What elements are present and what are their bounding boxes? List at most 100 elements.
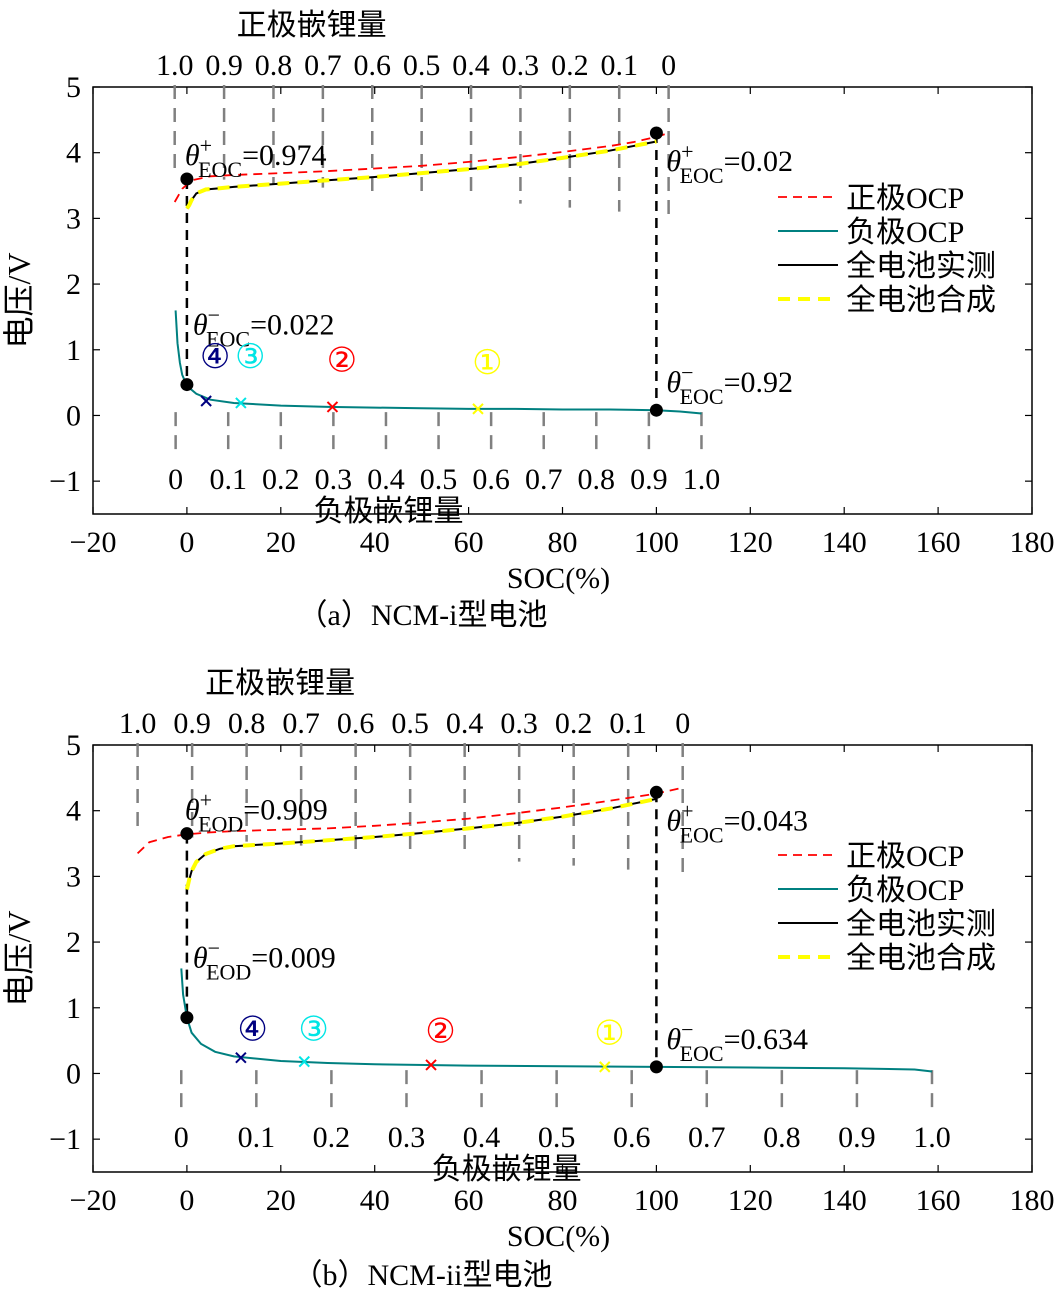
marker-cross [235, 1051, 247, 1064]
top-axis-tick-label: 1.0 [119, 707, 157, 740]
y-tick-label: 4 [66, 137, 81, 170]
y-tick-label: 5 [66, 71, 81, 104]
legend-label: 负极OCP [846, 216, 964, 249]
x-tick-label: 100 [634, 1184, 679, 1217]
bottom-axis-tick-label: 0.1 [238, 1121, 276, 1154]
marker-cross [200, 395, 212, 407]
top-axis-tick-label: 0 [675, 707, 690, 740]
key-point-label: θ+ EOC=0.02 [666, 139, 793, 188]
y-tick-label: 4 [66, 795, 81, 828]
top-axis-tick-label: 0.2 [551, 49, 589, 82]
x-tick-label: 160 [916, 526, 961, 559]
top-axis-title: 正极嵌锂量 [237, 9, 387, 42]
legend-label: 全电池合成 [846, 284, 996, 317]
x-tick-label: 120 [728, 1184, 773, 1217]
marker-label: ① [594, 1016, 624, 1053]
bottom-axis-tick-label: 0.1 [209, 463, 247, 496]
top-axis-tick-label: 0.1 [609, 707, 647, 740]
top-axis-tick-label: 0.5 [403, 49, 441, 82]
x-tick-label: 0 [179, 526, 194, 559]
y-tick-label: 0 [66, 399, 81, 432]
marker-label: ④ [200, 339, 230, 376]
x-tick-label: 180 [1010, 526, 1055, 559]
x-tick-label: 60 [454, 526, 484, 559]
x-tick-label: 60 [454, 1184, 484, 1217]
x-tick-label: 40 [360, 526, 390, 559]
marker-label: ② [327, 342, 357, 379]
top-axis-tick-label: 0.6 [337, 707, 375, 740]
x-tick-label: 100 [634, 526, 679, 559]
key-point-label: θ− EOC=0.92 [666, 360, 793, 409]
marker-label: ③ [298, 1012, 328, 1049]
bottom-axis-tick-label: 0.5 [538, 1121, 576, 1154]
chart-panel-b: −20 0 20 40 60 80 100 120 140 160 180 −1 0 1 2 3 4 5 SOC(%… [1, 667, 1055, 1292]
bottom-axis-tick-label: 0.2 [262, 463, 300, 496]
bottom-axis-title: 负极嵌锂量 [432, 1153, 582, 1186]
chart-panel-a: −20 0 20 40 60 80 100 120 140 160 180 −1 0 1 2 3 4 5 SOC(%… [1, 9, 1055, 632]
top-axis-title: 正极嵌锂量 [205, 667, 355, 700]
bottom-axis-tick-label: 0.3 [388, 1121, 426, 1154]
series-line-0 [136, 786, 683, 855]
marker-label: ① [472, 345, 502, 382]
x-tick-label: 140 [822, 526, 867, 559]
y-tick-label: 2 [66, 926, 81, 959]
bottom-axis-tick-label: 1.0 [683, 463, 721, 496]
series-line-1 [174, 310, 702, 415]
marker-cross [235, 397, 247, 409]
legend-label: 全电池实测 [846, 250, 996, 283]
key-point-label: θ− EOC=0.634 [666, 1017, 808, 1066]
bottom-axis-tick-label: 0 [168, 463, 183, 496]
key-point-label: θ− EOC=0.022 [193, 303, 335, 352]
key-point-marker [649, 1060, 663, 1074]
series-line-3 [184, 796, 657, 890]
bottom-axis-tick-label: 1.0 [913, 1121, 951, 1154]
top-axis-tick-label: 0.9 [173, 707, 211, 740]
bottom-axis-tick-label: 0.9 [630, 463, 668, 496]
key-point-label: θ+ EOD=0.909 [185, 788, 328, 837]
legend-label: 正极OCP [846, 840, 964, 873]
x-tick-label: 80 [548, 1184, 578, 1217]
top-axis-tick-label: 0.5 [391, 707, 429, 740]
bottom-axis-tick-label: 0.8 [763, 1121, 801, 1154]
bottom-axis-tick-label: 0 [174, 1121, 189, 1154]
x-tick-label: 20 [266, 1184, 296, 1217]
top-axis-tick-label: 1.0 [156, 49, 194, 82]
x-axis-title: SOC(%) [507, 562, 610, 595]
x-tick-label: 120 [728, 526, 773, 559]
y-tick-label: 0 [66, 1057, 81, 1090]
top-axis-tick-label: 0.3 [502, 49, 540, 82]
series-line-1 [180, 968, 933, 1073]
bottom-axis-tick-label: 0.4 [367, 463, 405, 496]
y-tick-label: −1 [49, 465, 81, 498]
top-axis-tick-label: 0.1 [600, 49, 638, 82]
marker-cross [472, 403, 484, 415]
x-axis-title: SOC(%) [507, 1220, 610, 1253]
bottom-axis-tick-label: 0.7 [688, 1121, 726, 1154]
top-axis-tick-label: 0.4 [446, 707, 484, 740]
x-tick-label: −20 [70, 1184, 117, 1217]
bottom-axis-tick-label: 0.7 [525, 463, 563, 496]
bottom-axis-tick-label: 0.9 [838, 1121, 876, 1154]
y-axis-title: 电压/V [1, 910, 37, 1006]
marker-cross [298, 1055, 310, 1068]
x-tick-label: 180 [1010, 1184, 1055, 1217]
y-tick-label: 3 [66, 202, 81, 235]
key-point-marker [649, 785, 663, 799]
y-tick-label: 3 [66, 860, 81, 893]
top-axis-tick-label: 0.8 [228, 707, 266, 740]
x-tick-label: 0 [179, 1184, 194, 1217]
series-line-0 [173, 132, 669, 203]
bottom-axis-tick-label: 0.6 [472, 463, 510, 496]
y-tick-label: 1 [66, 992, 81, 1025]
x-tick-label: 140 [822, 1184, 867, 1217]
y-tick-label: 5 [66, 729, 81, 762]
key-point-marker [180, 827, 194, 841]
top-axis-tick-label: 0.3 [500, 707, 538, 740]
marker-cross [425, 1059, 437, 1071]
bottom-axis-tick-label: 0.3 [315, 463, 353, 496]
top-axis-tick-label: 0.7 [304, 49, 342, 82]
bottom-axis-tick-label: 0.8 [578, 463, 616, 496]
marker-label: ② [425, 1014, 455, 1051]
top-axis-tick-label: 0.8 [255, 49, 293, 82]
